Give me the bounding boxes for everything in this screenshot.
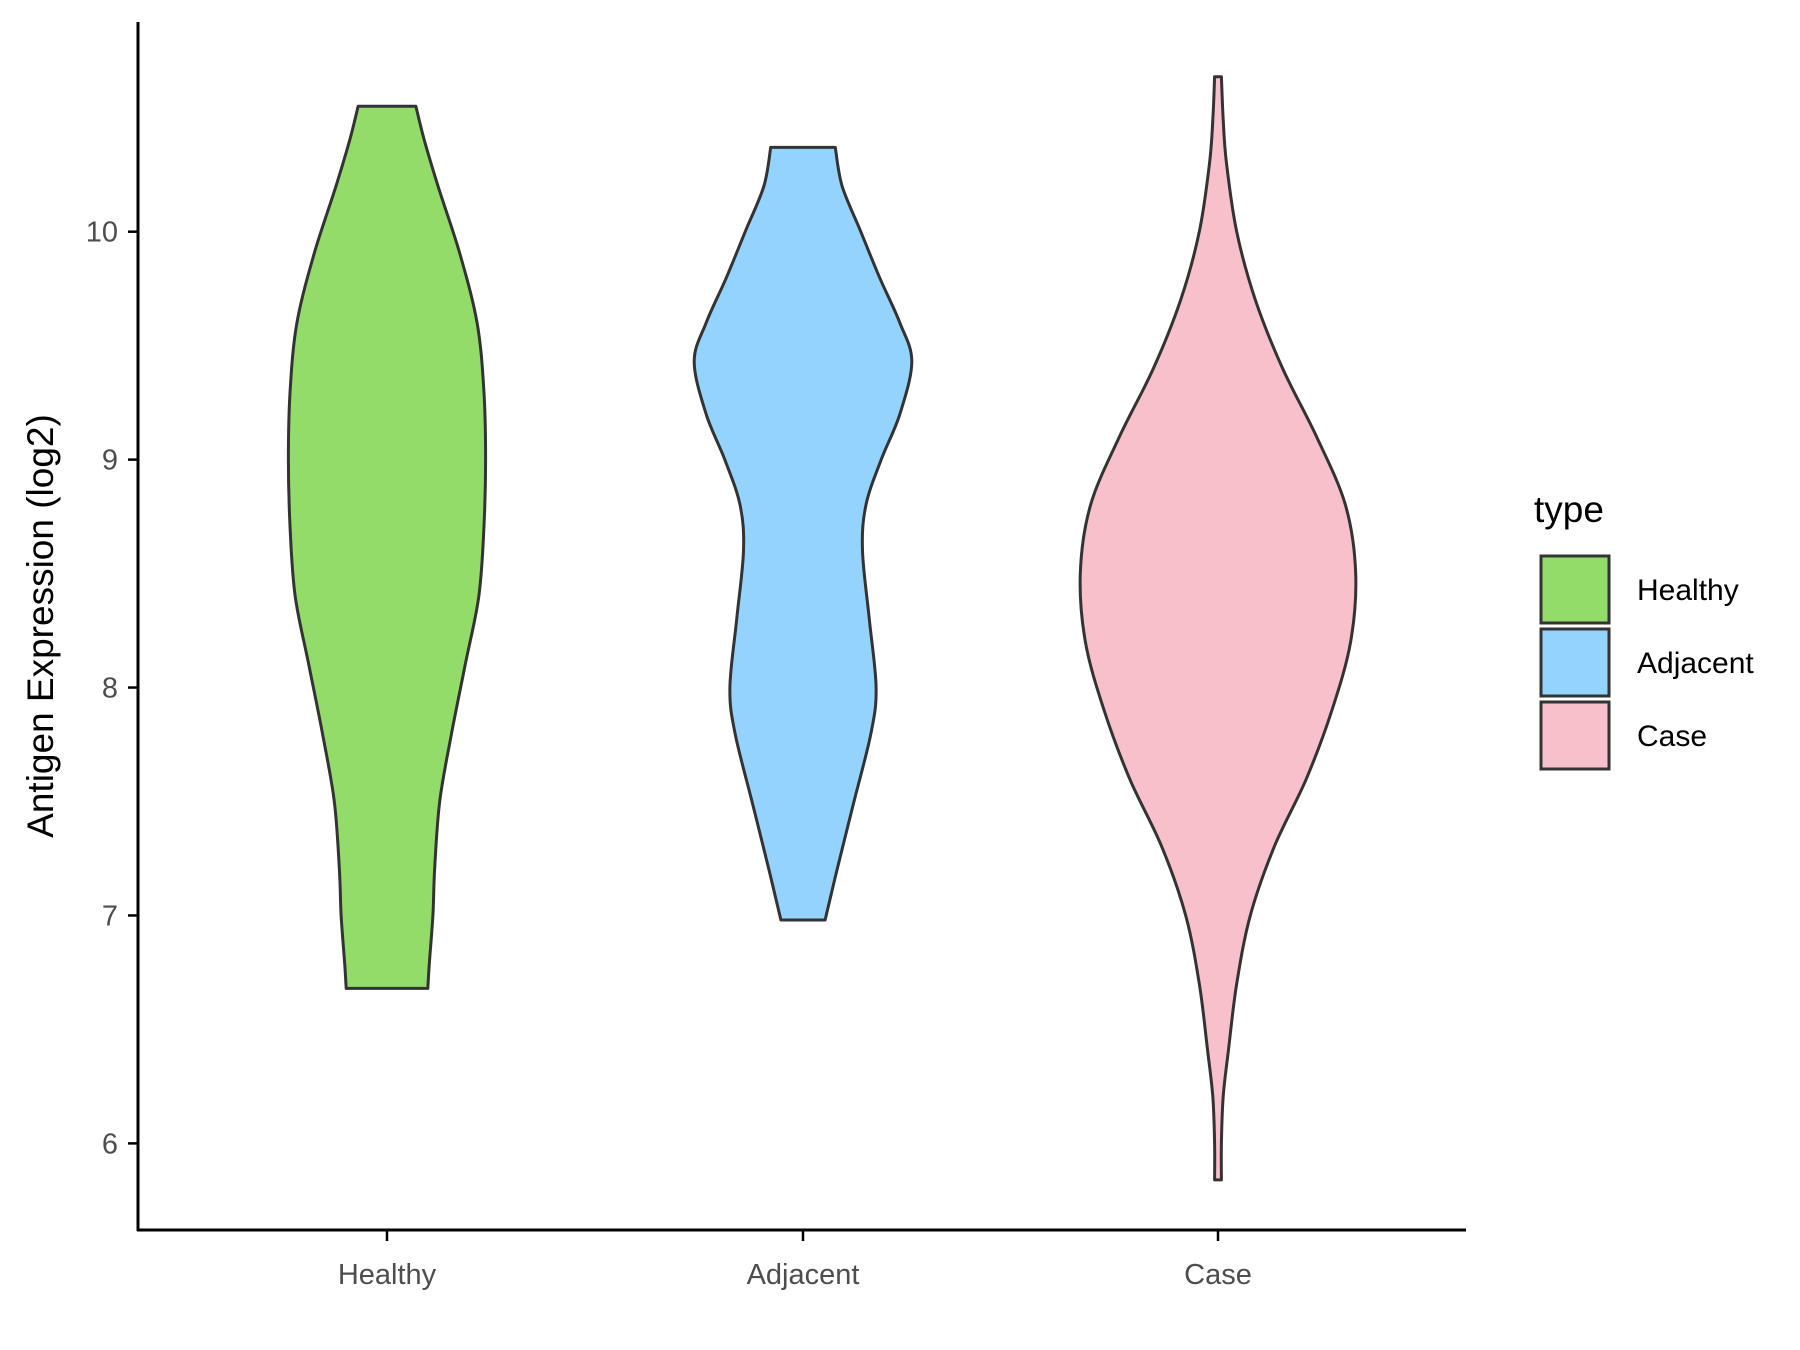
- violin-adjacent: [692, 145, 914, 922]
- x-tick-label: Case: [1184, 1259, 1252, 1291]
- x-tick-label: Adjacent: [747, 1259, 860, 1291]
- y-tick-label: 10: [86, 217, 118, 249]
- legend-label: Adjacent: [1637, 647, 1754, 680]
- y-axis-title: Antigen Expression (log2): [20, 414, 61, 838]
- y-tick-label: 6: [102, 1128, 118, 1160]
- y-tick-label: 9: [102, 445, 118, 477]
- x-tick-label: Healthy: [338, 1259, 437, 1291]
- violin-layer: [286, 75, 1358, 1182]
- legend: Healthy Adjacent Case: [1539, 554, 1754, 771]
- legend-label: Healthy: [1637, 574, 1739, 607]
- legend-key-case: [1539, 700, 1611, 771]
- violin-case: [1078, 75, 1358, 1182]
- y-axis-ticks: 6 7 8 9 10: [86, 217, 138, 1160]
- violin-healthy: [286, 104, 488, 990]
- legend-key-adjacent: [1539, 627, 1611, 698]
- legend-label: Case: [1637, 720, 1707, 753]
- y-tick-label: 7: [102, 900, 118, 932]
- legend-key-healthy: [1539, 554, 1611, 625]
- x-axis-ticks: Healthy Adjacent Case: [338, 1230, 1252, 1291]
- legend-title: type: [1534, 489, 1604, 530]
- y-tick-label: 8: [102, 673, 118, 705]
